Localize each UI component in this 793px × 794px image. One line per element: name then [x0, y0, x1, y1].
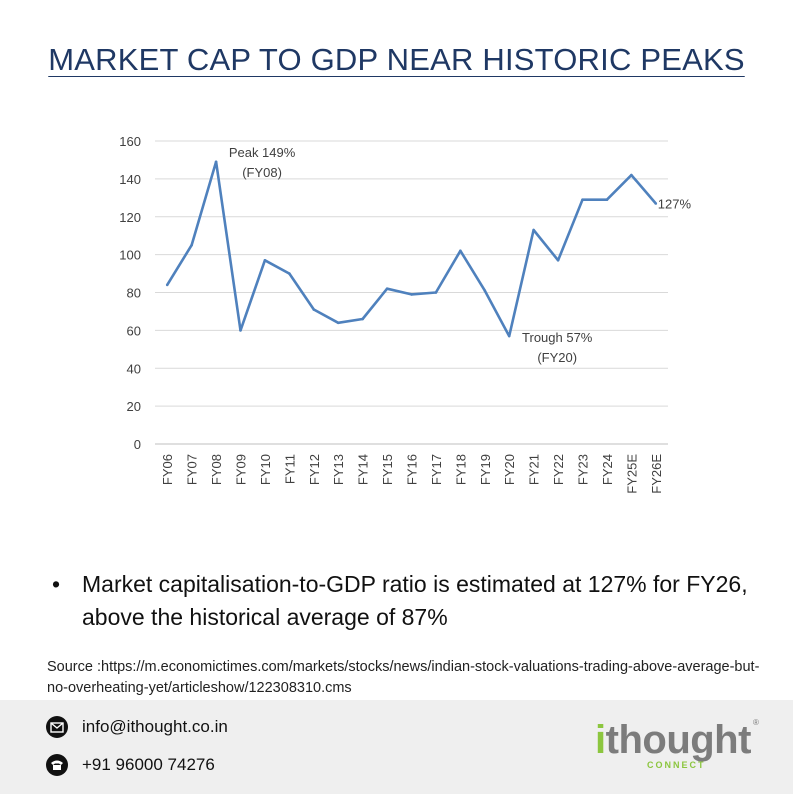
bullet-text: Market capitalisation-to-GDP ratio is es… [82, 571, 748, 630]
ithought-logo: ithought ® CONNECT [595, 718, 765, 780]
y-tick-label: 20 [127, 399, 141, 414]
data-label: Peak 149% [229, 145, 296, 160]
y-tick-label: 60 [127, 323, 141, 338]
data-label: (FY08) [242, 165, 282, 180]
data-point [214, 160, 218, 164]
data-point [410, 293, 413, 296]
x-tick-label: FY23 [576, 454, 591, 485]
x-tick-label: FY20 [502, 454, 517, 485]
data-point [459, 249, 462, 253]
line-chart: 0 20 40 60 80 100 120 140 160 FY06 FY07 FY08 FY09 FY1… [119, 134, 692, 494]
x-tick-label: FY22 [551, 454, 566, 485]
email-icon [46, 716, 68, 738]
phone-text[interactable]: +91 96000 74276 [82, 755, 215, 774]
email-contact[interactable]: info@ithought.co.in [46, 716, 228, 738]
registered-mark: ® [753, 718, 759, 727]
x-tick-label: FY17 [429, 454, 444, 485]
data-point [507, 334, 511, 338]
data-point [165, 283, 169, 287]
x-tick-label: FY19 [478, 454, 493, 485]
x-tick-label: FY16 [405, 454, 420, 485]
phone-contact[interactable]: +91 96000 74276 [46, 754, 215, 776]
logo-wordmark: ithought [595, 718, 751, 762]
footer: info@ithought.co.in +91 96000 74276 itho… [0, 700, 793, 794]
data-point [483, 289, 487, 292]
x-tick-label: FY15 [380, 454, 395, 485]
data-label: Trough 57% [522, 330, 593, 345]
x-tick-label: FY10 [258, 454, 273, 485]
data-point [605, 198, 609, 202]
y-tick-label: 0 [134, 437, 141, 452]
x-tick-label: FY13 [331, 454, 346, 485]
bullet-point: • Market capitalisation-to-GDP ratio is … [52, 568, 767, 634]
x-tick-label: FY25E [624, 454, 639, 494]
x-tick-label: FY08 [209, 454, 224, 485]
data-point [361, 317, 364, 321]
data-point [312, 308, 316, 311]
y-tick-label: 40 [127, 361, 141, 376]
data-point [239, 329, 242, 332]
x-tick-label: FY12 [307, 454, 322, 485]
data-point [654, 202, 658, 205]
logo-subtitle: CONNECT [647, 760, 706, 770]
x-tick-label: FY14 [356, 454, 371, 485]
bullet-marker: • [52, 571, 61, 597]
data-point [556, 259, 560, 262]
data-point [336, 321, 340, 325]
x-tick-label: FY26E [649, 454, 664, 494]
data-point [434, 291, 438, 294]
y-tick-label: 100 [119, 248, 141, 263]
data-label: 127% [658, 196, 692, 211]
x-tick-label: FY06 [160, 454, 175, 485]
series-line [166, 160, 657, 338]
page-title: MARKET CAP TO GDP NEAR HISTORIC PEAKS [48, 42, 745, 77]
y-tick-label: 80 [127, 286, 141, 301]
data-point [532, 228, 535, 232]
phone-icon [46, 754, 68, 776]
data-point [385, 287, 389, 291]
data-label: (FY20) [537, 350, 577, 365]
y-tick-label: 160 [119, 134, 141, 149]
email-text[interactable]: info@ithought.co.in [82, 717, 228, 736]
x-tick-label: FY09 [234, 454, 249, 485]
x-tick-label: FY07 [185, 454, 200, 485]
data-point [263, 259, 267, 262]
data-point [190, 243, 193, 247]
source-citation: Source :https://m.economictimes.com/mark… [47, 659, 760, 696]
data-point [581, 198, 584, 202]
x-tick-label: FY11 [282, 454, 297, 484]
x-tick-label: FY21 [527, 454, 542, 485]
y-tick-label: 140 [119, 172, 141, 187]
x-tick-label: FY18 [453, 454, 468, 485]
data-point [630, 173, 633, 177]
y-tick-label: 120 [119, 210, 141, 225]
data-point [288, 272, 291, 275]
x-tick-label: FY24 [600, 454, 615, 485]
